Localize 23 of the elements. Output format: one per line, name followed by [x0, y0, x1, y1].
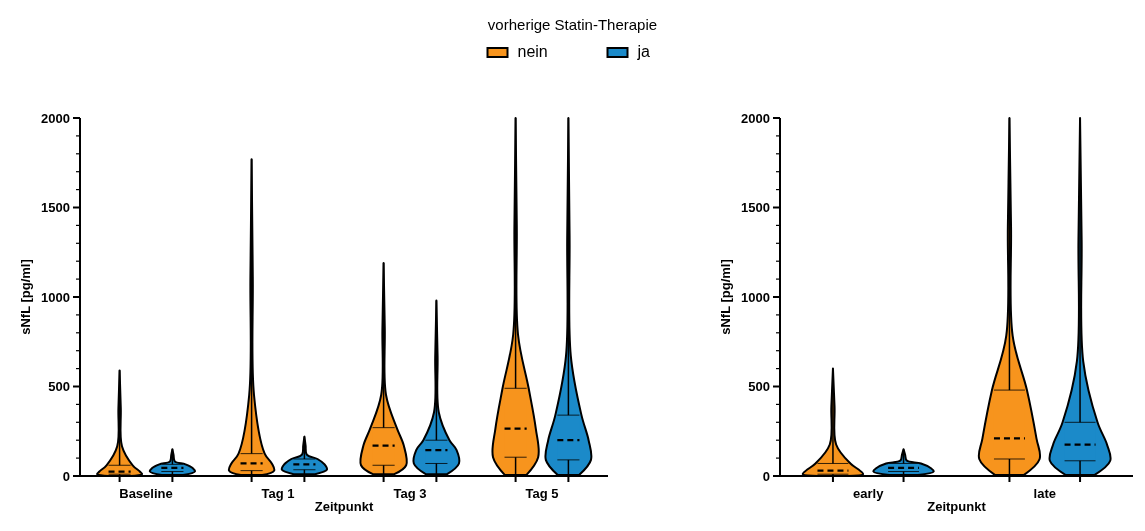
y-tick-label: 1000 — [741, 289, 770, 305]
y-tick-label: 1500 — [41, 200, 70, 216]
x-tick-label: Baseline — [119, 486, 173, 501]
y-tick-label: 1000 — [41, 289, 70, 305]
x-tick-label: late — [1033, 486, 1056, 501]
y-tick-label: 2000 — [741, 110, 770, 126]
legend-title: vorherige Statin-Therapie — [487, 16, 658, 33]
y-tick-label: 0 — [762, 468, 770, 484]
x-tick-label: Tag 3 — [393, 486, 427, 501]
y-axis-title: sNfL [pg/ml] — [718, 259, 733, 335]
legend-label: ja — [636, 43, 651, 60]
x-tick-label: Tag 5 — [525, 486, 559, 501]
y-axis-title: sNfL [pg/ml] — [18, 259, 33, 335]
x-tick-label: Tag 1 — [261, 486, 295, 501]
y-tick-label: 2000 — [41, 110, 70, 126]
y-tick-label: 500 — [48, 379, 70, 395]
y-tick-label: 1500 — [741, 200, 770, 216]
y-tick-label: 0 — [62, 468, 70, 484]
legend-label: nein — [517, 43, 548, 60]
x-axis-title: Zeitpunkt — [927, 499, 987, 514]
y-tick-label: 500 — [748, 379, 770, 395]
x-axis-title: Zeitpunkt — [314, 499, 374, 514]
x-tick-label: early — [853, 486, 885, 501]
